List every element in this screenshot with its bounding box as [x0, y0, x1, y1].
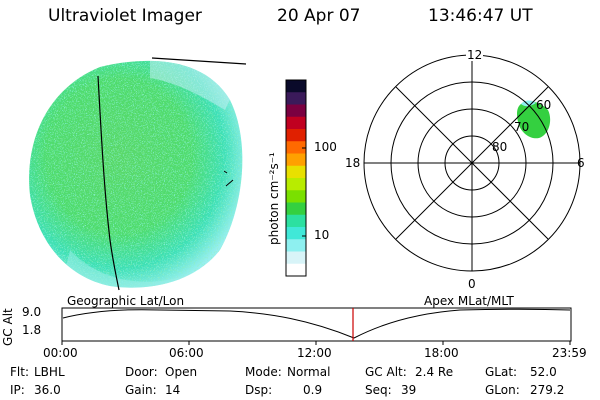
ip-label: IP: — [10, 383, 25, 397]
mlt-label-6: 6 — [577, 156, 585, 170]
colorbar-segment — [286, 165, 306, 179]
strip-xtick-1200: 12:00 — [297, 346, 332, 360]
colorbar-segment — [286, 129, 306, 142]
gc-alt-value: 2.4 Re — [415, 365, 454, 379]
strip-left-caption: Geographic Lat/Lon — [67, 294, 185, 308]
ip-value: 36.0 — [34, 383, 61, 397]
lat-label-70: 70 — [514, 120, 530, 134]
colorbar-segment — [286, 178, 306, 191]
dsp-value: 0.9 — [303, 383, 323, 397]
colorbar-segment — [286, 104, 306, 118]
dsp-label: Dsp: — [245, 383, 273, 397]
door-value: Open — [165, 365, 198, 379]
altitude-strip — [61, 307, 572, 345]
seq-value: 39 — [401, 383, 417, 397]
strip-xtick-0000: 00:00 — [43, 346, 78, 360]
glat-value: 52.0 — [530, 365, 557, 379]
strip-xtick-0600: 06:00 — [169, 346, 204, 360]
time-label: 13:46:47 UT — [428, 6, 533, 26]
colorbar-segment — [286, 153, 306, 167]
colorbar-segment — [286, 202, 306, 216]
strip-right-caption: Apex MLat/MLT — [424, 294, 514, 308]
strip-ylabel: GC Alt — [1, 308, 15, 346]
polar-plot — [363, 54, 581, 272]
glat-label: GLat: — [485, 365, 518, 379]
mlt-label-18: 18 — [345, 156, 361, 170]
colorbar-segment — [286, 239, 306, 252]
gain-value: 14 — [165, 383, 181, 397]
strip-ytick-high: 9.0 — [22, 305, 42, 319]
colorbar-tick-100: 100 — [314, 140, 337, 154]
colorbar-segment — [286, 141, 306, 154]
strip-xtick-2359: 23:59 — [552, 346, 587, 360]
colorbar-segment — [286, 190, 306, 203]
gain-label: Gain: — [125, 383, 157, 397]
seq-label: Seq: — [365, 383, 392, 397]
lat-label-60: 60 — [536, 98, 552, 112]
mlt-label-12: 12 — [466, 48, 484, 62]
flt-value: LBHL — [34, 365, 65, 379]
polar-diag-2 — [395, 86, 549, 240]
colorbar-segment — [286, 116, 306, 130]
altitude-frame — [61, 307, 572, 342]
altitude-curve — [62, 308, 571, 339]
mode-value: Normal — [287, 365, 331, 379]
gc-alt-label: GC Alt: — [365, 365, 407, 379]
glon-value: 279.2 — [530, 383, 565, 397]
color-bar — [285, 79, 307, 277]
glon-label: GLon: — [485, 383, 520, 397]
colorbar-unit-label: photon cm⁻²s⁻¹ — [267, 152, 281, 245]
colorbar-tick-10: 10 — [314, 228, 330, 242]
colorbar-segment — [286, 92, 306, 105]
strip-ytick-low: 1.8 — [22, 323, 42, 337]
earth-disk-image — [29, 57, 247, 291]
mlt-label-0: 0 — [468, 277, 476, 291]
colorbar-segment — [286, 251, 306, 265]
flt-label: Flt: — [10, 365, 29, 379]
colorbar-segment — [286, 80, 306, 93]
instrument-title: Ultraviolet Imager — [48, 6, 202, 26]
colorbar-segment — [286, 263, 306, 277]
lat-label-80: 80 — [492, 140, 508, 154]
colorbar-frame — [285, 79, 307, 277]
mode-label: Mode: — [245, 365, 282, 379]
auroral-blob — [517, 101, 551, 139]
colorbar-segment — [286, 214, 306, 228]
strip-xtick-1800: 18:00 — [424, 346, 459, 360]
meridian-line — [97, 75, 120, 291]
date-label: 20 Apr 07 — [277, 6, 361, 26]
colorbar-segment — [286, 227, 306, 240]
limb-line — [151, 57, 247, 65]
door-label: Door: — [125, 365, 158, 379]
